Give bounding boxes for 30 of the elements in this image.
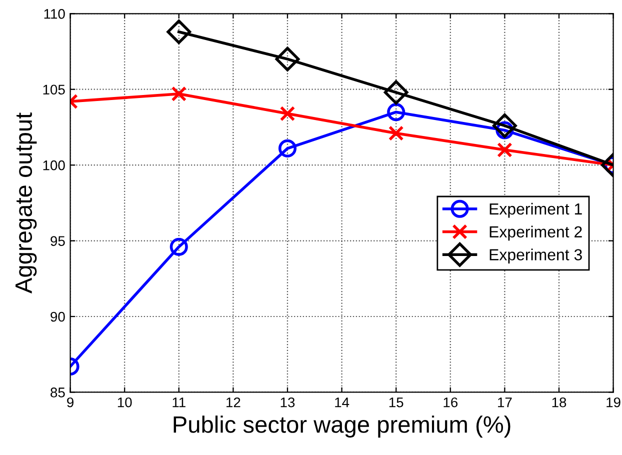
y-tick-label: 105: [43, 84, 65, 95]
x-tick-label: 17: [498, 398, 512, 408]
point: [384, 80, 408, 105]
x-tick-label: 16: [444, 397, 458, 408]
x-axis-title: Public sector wage premium (%): [174, 416, 510, 438]
x-tick-label: 11: [172, 398, 186, 408]
point: [280, 106, 296, 122]
y-tick-label: 110: [44, 8, 65, 19]
y-axis-title: Aggregate output: [16, 112, 37, 294]
point: [166, 20, 192, 44]
point: [171, 86, 187, 102]
x-tick-label: 13: [280, 397, 295, 408]
point: [278, 139, 297, 158]
y-tick-label: 95: [50, 236, 65, 246]
legend-label: Experiment 3: [490, 248, 582, 264]
x-tick-label: 14: [335, 398, 350, 408]
legend-label: Experiment 1: [490, 202, 582, 218]
point: [387, 103, 406, 122]
point: [388, 126, 404, 141]
x-tick-label: 9: [67, 397, 74, 408]
point: [275, 46, 300, 72]
x-tick-label: 19: [606, 397, 620, 408]
x-tick-label: 15: [389, 398, 404, 408]
y-tick-label: 85: [50, 388, 65, 398]
x-tick-label: 10: [118, 397, 132, 408]
x-tick-label: 18: [552, 397, 566, 408]
y-tick-label: 100: [43, 160, 65, 170]
legend-label: Experiment 2: [490, 226, 582, 241]
x-tick-label: 12: [226, 397, 240, 408]
y-tick-label: 90: [50, 312, 65, 322]
